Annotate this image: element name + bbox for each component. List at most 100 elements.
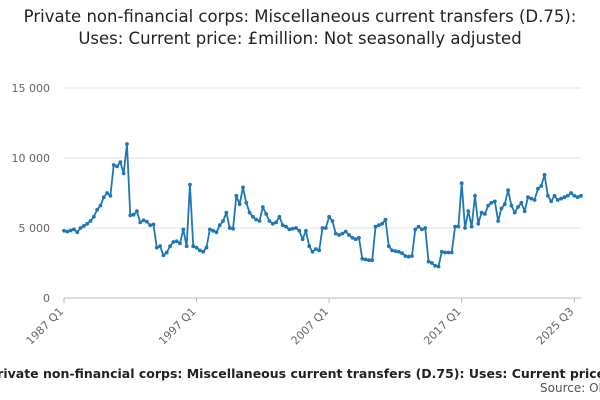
data-point[interactable]	[403, 254, 408, 258]
data-point[interactable]	[128, 213, 133, 218]
data-point[interactable]	[181, 227, 186, 232]
data-point[interactable]	[522, 209, 527, 214]
data-point[interactable]	[141, 218, 146, 223]
data-point[interactable]	[426, 259, 431, 264]
data-point[interactable]	[343, 229, 348, 234]
data-point[interactable]	[350, 235, 355, 240]
data-point[interactable]	[188, 182, 192, 187]
data-point[interactable]	[413, 227, 418, 232]
data-point[interactable]	[95, 207, 100, 212]
data-point[interactable]	[443, 250, 448, 255]
data-point[interactable]	[148, 223, 153, 228]
data-point[interactable]	[234, 193, 239, 198]
data-point[interactable]	[496, 219, 501, 223]
data-point[interactable]	[108, 193, 113, 198]
data-point[interactable]	[453, 224, 457, 229]
data-point[interactable]	[247, 210, 252, 215]
data-point[interactable]	[294, 226, 298, 230]
data-point[interactable]	[207, 227, 212, 232]
data-point[interactable]	[506, 188, 510, 193]
data-point[interactable]	[304, 228, 308, 233]
data-point[interactable]	[131, 212, 136, 217]
data-point[interactable]	[194, 245, 199, 250]
data-point[interactable]	[211, 228, 216, 233]
data-point[interactable]	[433, 263, 438, 268]
data-point[interactable]	[221, 219, 225, 223]
data-point[interactable]	[280, 223, 285, 228]
data-point[interactable]	[201, 249, 206, 254]
data-point[interactable]	[178, 241, 182, 246]
data-point[interactable]	[410, 254, 414, 258]
data-point[interactable]	[227, 226, 232, 230]
data-point[interactable]	[416, 224, 421, 229]
data-point[interactable]	[420, 227, 424, 232]
data-point[interactable]	[542, 172, 547, 177]
data-point[interactable]	[320, 226, 325, 230]
data-point[interactable]	[287, 227, 292, 232]
data-point[interactable]	[423, 226, 428, 230]
data-point[interactable]	[241, 185, 245, 190]
data-point[interactable]	[429, 261, 434, 265]
data-point[interactable]	[62, 228, 66, 233]
data-point[interactable]	[562, 195, 567, 200]
data-point[interactable]	[257, 219, 262, 223]
data-point[interactable]	[559, 196, 564, 201]
data-point[interactable]	[274, 220, 279, 225]
data-point[interactable]	[363, 257, 368, 262]
data-point[interactable]	[184, 244, 189, 249]
data-point[interactable]	[476, 221, 481, 226]
data-point[interactable]	[390, 248, 394, 253]
data-point[interactable]	[489, 200, 494, 205]
data-point[interactable]	[337, 233, 341, 237]
data-point[interactable]	[479, 210, 484, 215]
data-point[interactable]	[300, 237, 305, 242]
data-point[interactable]	[135, 209, 139, 214]
data-point[interactable]	[466, 209, 471, 214]
data-point[interactable]	[78, 226, 83, 230]
data-point[interactable]	[486, 203, 491, 208]
data-point[interactable]	[552, 193, 557, 198]
data-point[interactable]	[469, 224, 474, 229]
data-point[interactable]	[456, 224, 461, 229]
data-point[interactable]	[347, 233, 351, 237]
data-point[interactable]	[370, 258, 375, 263]
data-point[interactable]	[68, 228, 73, 233]
data-point[interactable]	[516, 205, 520, 209]
data-point[interactable]	[214, 230, 219, 235]
data-point[interactable]	[526, 195, 530, 200]
data-point[interactable]	[115, 164, 119, 169]
data-point[interactable]	[492, 199, 497, 204]
data-point[interactable]	[509, 203, 514, 208]
data-point[interactable]	[353, 237, 358, 242]
data-point[interactable]	[158, 244, 163, 249]
data-point[interactable]	[310, 249, 315, 254]
data-point[interactable]	[360, 256, 365, 261]
data-point[interactable]	[499, 206, 504, 211]
data-point[interactable]	[549, 199, 554, 204]
data-point[interactable]	[164, 250, 169, 255]
data-point[interactable]	[297, 228, 302, 233]
data-point[interactable]	[529, 196, 534, 201]
data-point[interactable]	[138, 220, 143, 225]
data-point[interactable]	[144, 219, 149, 224]
data-point[interactable]	[284, 224, 288, 229]
data-point[interactable]	[436, 264, 441, 269]
data-point[interactable]	[317, 248, 322, 253]
data-point[interactable]	[373, 224, 378, 229]
data-point[interactable]	[204, 245, 209, 250]
data-point[interactable]	[260, 205, 265, 209]
data-point[interactable]	[98, 203, 103, 208]
data-point[interactable]	[105, 191, 109, 195]
data-point[interactable]	[575, 195, 580, 200]
data-point[interactable]	[171, 240, 176, 244]
data-point[interactable]	[307, 244, 312, 249]
data-point[interactable]	[327, 214, 332, 219]
data-point[interactable]	[400, 251, 404, 256]
data-point[interactable]	[502, 202, 507, 207]
data-point[interactable]	[313, 247, 318, 251]
data-point[interactable]	[512, 210, 517, 215]
data-point[interactable]	[65, 229, 70, 234]
data-point[interactable]	[406, 254, 411, 259]
data-point[interactable]	[482, 212, 487, 216]
data-point[interactable]	[393, 249, 398, 254]
